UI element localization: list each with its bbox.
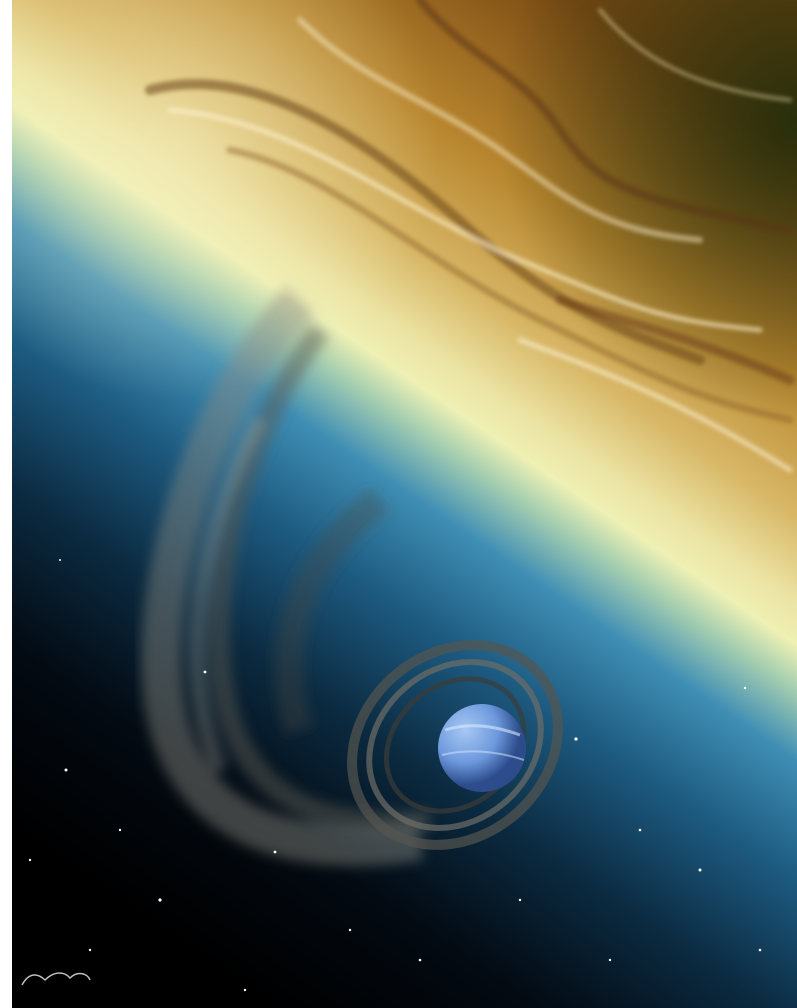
cloud-bands (145, 0, 795, 473)
small-planet (347, 640, 563, 850)
dust-swirl (141, 286, 432, 866)
signature (21, 972, 91, 986)
stars (28, 559, 762, 992)
